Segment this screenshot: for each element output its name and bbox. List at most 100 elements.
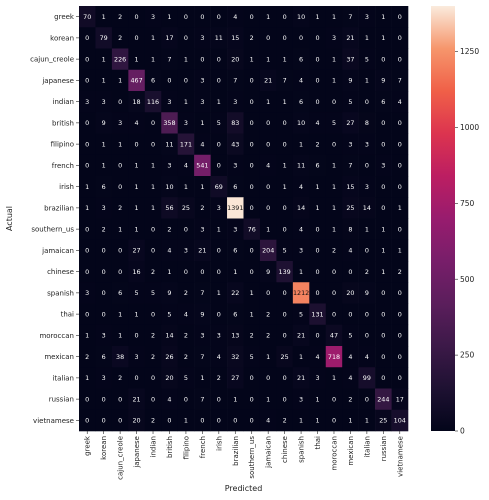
heatmap-cell-moroccan-brazilian [227, 324, 244, 347]
heatmap-cell-indian-french [194, 91, 211, 113]
cell-value-label: 1 [332, 204, 336, 212]
heatmap-cell-french-chinese [276, 154, 294, 177]
heatmap-cell-mexican-italian [358, 346, 376, 368]
cell-value-label: 1 [135, 183, 139, 191]
heatmap-cell-russian-greek [79, 388, 96, 411]
cell-value-label: 0 [283, 34, 287, 42]
heatmap-cell-japanese-jamaican [259, 69, 277, 92]
cell-value-label: 0 [266, 289, 270, 297]
heatmap-cell-filipino-brazilian [227, 133, 244, 156]
heatmap-cell-russian-vietnamese [391, 388, 409, 411]
cell-value-label: 0 [332, 268, 336, 276]
heatmap-cell-jamaican-vietnamese [391, 239, 409, 262]
heatmap-cell-russian-brazilian [227, 388, 244, 411]
heatmap-cell-cajun_creole-russian [375, 48, 392, 71]
cell-value-label: 7 [200, 395, 204, 403]
heatmap-cell-indian-russian [375, 91, 392, 113]
cell-value-label: 2 [250, 34, 254, 42]
y-tick-label-jamaican: jamaican [41, 247, 74, 255]
cell-value-label: 1 [299, 353, 303, 361]
heatmap-cell-chinese-chinese [276, 261, 294, 283]
heatmap-cell-brazilian-vietnamese [391, 197, 409, 219]
cell-value-label: 0 [184, 77, 188, 85]
cell-value-label: 0 [217, 77, 221, 85]
cell-value-label: 0 [250, 140, 254, 148]
heatmap-cell-thai-cajun_creole [111, 303, 129, 326]
cell-value-label: 1 [85, 332, 89, 340]
heatmap-cell-mexican-japanese [128, 346, 146, 368]
heatmap-cell-cajun_creole-korean [95, 48, 113, 71]
cell-value-label: 0 [266, 204, 270, 212]
heatmap-cell-brazilian-irish [210, 197, 228, 219]
y-tick-label-irish: irish [59, 183, 74, 191]
heatmap-cell-thai-italian [358, 303, 376, 326]
heatmap-cell-greek-russian [375, 6, 392, 28]
cell-value-label: 21 [264, 77, 272, 85]
heatmap-cell-brazilian-russian [375, 197, 392, 219]
heatmap-cell-southern_us-irish [210, 218, 228, 241]
heatmap-cell-british-spanish [292, 112, 310, 134]
heatmap-cell-mexican-filipino [177, 346, 195, 368]
heatmap-cell-russian-russian [375, 388, 392, 411]
heatmap-cell-greek-spanish [292, 6, 310, 28]
x-tick-label-mexican: mexican [347, 436, 355, 466]
cell-value-label: 0 [85, 34, 89, 42]
heatmap-cell-italian-filipino [177, 367, 195, 389]
cell-value-label: 1 [118, 310, 122, 318]
heatmap-cell-jamaican-jamaican [259, 239, 277, 262]
cell-value-label: 1 [332, 183, 336, 191]
cell-value-label: 0 [398, 310, 402, 318]
heatmap-cell-brazilian-mexican [342, 197, 359, 219]
cell-value-label: 0 [398, 374, 402, 382]
heatmap-cell-italian-russian [375, 367, 392, 389]
cell-value-label: 4 [348, 247, 352, 255]
heatmap-cell-moroccan-filipino [177, 324, 195, 347]
x-tick-label-cajun_creole: cajun_creole [117, 436, 125, 480]
heatmap-cell-moroccan-french [194, 324, 211, 347]
heatmap-cell-russian-filipino [177, 388, 195, 411]
heatmap-cell-greek-brazilian [227, 6, 244, 28]
heatmap-cell-greek-cajun_creole [111, 6, 129, 28]
cell-value-label: 1 [135, 204, 139, 212]
cell-value-label: 0 [135, 13, 139, 21]
cell-value-label: 541 [196, 162, 208, 170]
heatmap-cell-vietnamese-vietnamese [391, 409, 409, 432]
cell-value-label: 20 [231, 55, 239, 63]
heatmap-cell-thai-japanese [128, 303, 146, 326]
cell-value-label: 38 [116, 353, 124, 361]
heatmap-cell-korean-vietnamese [391, 27, 409, 49]
heatmap-cell-filipino-french [194, 133, 211, 156]
heatmap-cell-french-british [161, 154, 178, 177]
cell-value-label: 0 [381, 332, 385, 340]
heatmap-cell-spanish-filipino [177, 282, 195, 304]
cell-value-label: 5 [365, 55, 369, 63]
cell-value-label: 1212 [293, 289, 309, 297]
cell-value-label: 0 [381, 374, 385, 382]
x-tick-label-filipino: filipino [182, 436, 190, 459]
cell-value-label: 0 [315, 55, 319, 63]
heatmap-cell-italian-vietnamese [391, 367, 409, 389]
cell-value-label: 0 [381, 119, 385, 127]
cell-value-label: 11 [215, 34, 223, 42]
cell-value-label: 15 [346, 183, 354, 191]
heatmap-cell-filipino-korean [95, 133, 113, 156]
heatmap-cell-spanish-korean [95, 282, 113, 304]
heatmap-cell-japanese-mexican [342, 69, 359, 92]
heatmap-cell-filipino-vietnamese [391, 133, 409, 156]
heatmap-cell-japanese-french [194, 69, 211, 92]
heatmap-cell-thai-korean [95, 303, 113, 326]
heatmap-cell-russian-indian [144, 388, 162, 411]
cell-value-label: 99 [363, 374, 371, 382]
cell-value-label: 1 [200, 374, 204, 382]
heatmap-cell-korean-indian [144, 27, 162, 49]
heatmap-cell-korean-japanese [128, 27, 146, 49]
cell-value-label: 0 [167, 77, 171, 85]
heatmap-cell-cajun_creole-thai [309, 48, 327, 71]
heatmap-cell-vietnamese-spanish [292, 409, 310, 432]
cell-value-label: 0 [381, 55, 385, 63]
y-tick-label-chinese: chinese [47, 268, 74, 276]
heatmap-cell-southern_us-italian [358, 218, 376, 241]
cell-value-label: 116 [147, 98, 159, 106]
heatmap-cell-southern_us-british [161, 218, 178, 241]
heatmap-cell-chinese-brazilian [227, 261, 244, 283]
